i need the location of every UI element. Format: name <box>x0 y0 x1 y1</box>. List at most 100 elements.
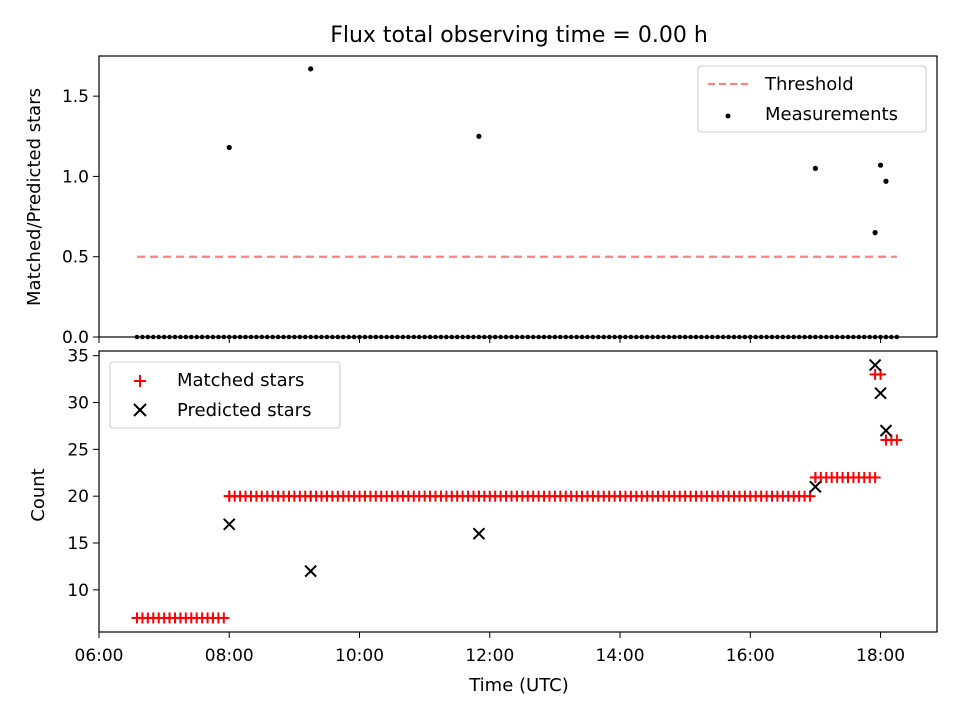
measurement-point <box>243 334 248 340</box>
measurement-point <box>796 334 802 340</box>
top-legend: Threshold Measurements <box>697 65 927 133</box>
x-tick-label: 06:00 <box>75 646 124 666</box>
measurement-point <box>829 334 835 340</box>
top-plot-area <box>134 66 900 340</box>
measurement-point <box>807 334 813 340</box>
measurement-point <box>140 334 145 340</box>
measurement-point <box>324 334 330 340</box>
measurement-point <box>482 334 487 340</box>
measurement-point <box>454 334 460 340</box>
measurement-point <box>818 334 824 340</box>
measurement-point <box>677 334 683 340</box>
measurement-point <box>471 334 476 340</box>
measurement-point <box>780 334 786 340</box>
measurement-point <box>205 334 210 340</box>
measurement-point <box>720 334 726 340</box>
measurement-point <box>308 66 314 72</box>
bottom-y-tick-label: 35 <box>67 347 89 367</box>
measurement-point <box>433 334 438 340</box>
measurement-point <box>221 334 227 340</box>
top-legend-box <box>697 65 927 133</box>
measurement-point <box>259 334 265 340</box>
bottom-y-ticks: 10 15 20 25 30 35 <box>67 347 99 601</box>
measurement-point <box>867 334 872 340</box>
measurement-point <box>661 334 666 340</box>
x-tick-label: 12:00 <box>465 646 514 666</box>
top-axes: 0.0 0.5 1.0 1.5 Matched/Predicted stars Thr… <box>24 55 938 348</box>
bottom-y-axis-label: Count <box>28 468 49 521</box>
measurement-point <box>558 334 563 340</box>
measurement-point <box>161 334 167 340</box>
bottom-y-tick-label: 15 <box>67 534 89 554</box>
matched-star-point <box>891 434 903 446</box>
measurement-point <box>308 334 313 340</box>
bottom-plot-area <box>131 358 903 624</box>
measurement-point <box>845 334 851 340</box>
x-tick-label: 18:00 <box>856 646 905 666</box>
measurement-point <box>666 334 672 340</box>
measurement-point <box>275 334 281 340</box>
bottom-x-ticks: 06:00 08:00 10:00 12:00 14:00 16:00 18:00 <box>75 632 905 666</box>
measurement-point <box>514 334 520 340</box>
bottom-y-tick-label: 10 <box>67 581 89 601</box>
measurement-point <box>487 334 493 340</box>
x-b <box>223 518 236 531</box>
top-y-tick-label: 1.5 <box>62 87 89 107</box>
matched-star-point <box>223 490 235 502</box>
measurement-point <box>330 334 335 340</box>
measurement-point <box>628 334 634 340</box>
measurement-point <box>460 334 465 340</box>
measurement-point <box>590 334 596 340</box>
measurement-point <box>889 334 894 340</box>
predicted-star-point <box>223 518 236 531</box>
measurement-point <box>167 334 172 340</box>
measurement-point <box>617 334 623 340</box>
measurement-point <box>802 334 807 340</box>
top-y-tick-label: 1.0 <box>62 167 89 187</box>
top-y-ticks: 0.0 0.5 1.0 1.5 <box>62 87 99 348</box>
measurement-point <box>313 334 319 340</box>
legend-measurements-dot-icon <box>725 113 731 119</box>
bottom-legend: Matched stars Predicted stars <box>109 361 341 429</box>
measurement-point <box>237 334 243 340</box>
bottom-legend-box <box>109 361 341 429</box>
measurement-point <box>465 334 471 340</box>
measurement-point <box>785 334 791 340</box>
measurement-point <box>715 334 721 340</box>
measurement-point <box>769 334 775 340</box>
bottom-axes-frame <box>98 350 938 633</box>
measurement-point <box>601 334 607 340</box>
x-b <box>304 564 317 578</box>
x-b <box>874 386 887 400</box>
measurement-point <box>351 334 357 340</box>
measurement-point <box>563 334 569 340</box>
x-b <box>879 424 893 437</box>
measurement-point <box>319 334 324 340</box>
matched-star-point <box>473 490 485 502</box>
measurement-point <box>340 334 346 340</box>
measurement-point <box>813 334 818 340</box>
measurement-point <box>264 334 270 340</box>
measurement-point <box>509 334 514 340</box>
measurement-point <box>498 334 503 340</box>
matched-star-point <box>804 490 816 502</box>
measurement-point <box>644 334 650 340</box>
measurement-point <box>704 334 710 340</box>
measurement-point <box>775 334 780 340</box>
measurement-point <box>737 334 742 340</box>
predicted-star-point <box>874 386 887 400</box>
measurement-point <box>368 334 373 340</box>
measurement-point <box>416 334 422 340</box>
x-b <box>472 527 486 540</box>
matched-star-point <box>880 434 892 446</box>
measurement-point <box>226 334 232 340</box>
measurement-point <box>650 334 655 340</box>
measurement-point <box>395 334 400 340</box>
top-y-axis-label: Matched/Predicted stars <box>24 88 45 306</box>
measurement-point <box>672 334 677 340</box>
x-axis-label: Time (UTC) <box>468 675 569 696</box>
measurement-point <box>156 334 162 340</box>
measurement-point <box>492 334 498 340</box>
predicted-star-point <box>809 480 822 494</box>
measurement-point <box>400 334 406 340</box>
